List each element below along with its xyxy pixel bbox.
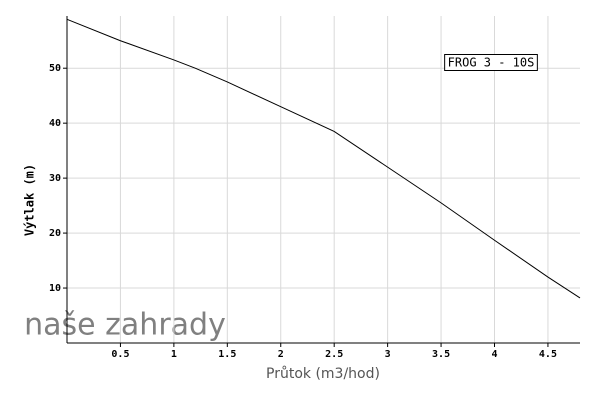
x-tick-label: 2.5 [325,349,343,360]
y-tick-label: 40 [49,118,61,129]
x-axis-label: Průtok (m3/hod) [266,366,380,382]
x-tick-label: 3 [385,349,391,360]
y-tick-label: 30 [49,173,61,184]
y-axis-label: Výtlak (m) [23,164,37,236]
legend-label: FROG 3 - 10S [448,56,535,70]
watermark: naše zahrady [24,308,226,343]
x-tick-label: 0.5 [111,349,129,360]
x-tick-label: 4 [491,349,497,360]
y-tick-label: 20 [49,228,61,239]
legend-box [444,54,538,71]
x-tick-label: 1 [171,349,177,360]
x-tick-label: 2 [278,349,284,360]
x-tick-label: 4.5 [539,349,557,360]
x-tick-label: 1.5 [218,349,236,360]
x-tick-label: 3.5 [432,349,450,360]
data-line [66,18,581,299]
y-tick-label: 10 [49,283,61,294]
y-tick-label: 50 [49,63,61,74]
